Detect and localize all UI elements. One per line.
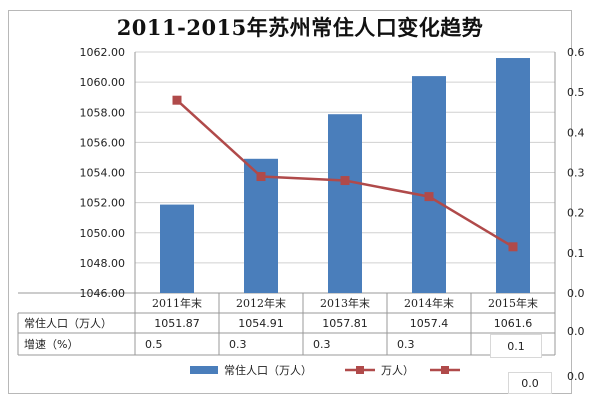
table-cell: 1051.87 xyxy=(154,317,200,330)
y-right-tick-label: 0.6 xyxy=(567,46,585,59)
overlay-patch-2: 0.0 xyxy=(508,372,552,394)
overlay-patch-2-label: 0.0 xyxy=(521,376,539,390)
axes: 1046.00 1048.00 1050.00 1052.00 1054.00 1056.… xyxy=(80,46,585,383)
chart-frame xyxy=(8,10,572,394)
y-left-tick-label: 1058.00 xyxy=(80,106,126,119)
y-left-tick-label: 1052.00 xyxy=(80,197,126,210)
y-right-tick-label: 0.0 xyxy=(567,287,585,300)
y-left-tick-label: 1056.00 xyxy=(80,136,126,149)
table-cell: 0.5 xyxy=(145,338,163,351)
line-point xyxy=(424,192,434,202)
y-left-tick-label: 1060.00 xyxy=(80,76,126,89)
line-point xyxy=(256,172,266,182)
table-cell: 1057.4 xyxy=(410,317,449,330)
y-right-tick-label: 0.5 xyxy=(567,86,585,99)
table-row-header: 增速（%） xyxy=(24,337,78,351)
line-point xyxy=(508,242,518,252)
chart-title: 2011-2015年苏州常住人口变化趋势 xyxy=(116,15,484,40)
bar xyxy=(496,58,530,294)
bar xyxy=(160,204,194,293)
legend-swatch-marker xyxy=(356,366,364,374)
x-category-label: 2013年末 xyxy=(320,296,370,310)
bar xyxy=(328,114,362,293)
y-right-tick-label: 0.2 xyxy=(567,207,585,220)
x-category-label: 2011年末 xyxy=(152,296,202,310)
bar-series xyxy=(160,58,530,294)
overlay-patch-1: 0.1 xyxy=(490,334,542,358)
y-left-tick-label: 1046.00 xyxy=(80,287,126,300)
legend: 常住人口（万人） 万人） xyxy=(190,363,460,377)
line-series xyxy=(172,95,518,252)
table-cell: 0.3 xyxy=(313,338,331,351)
legend-swatch-bar xyxy=(190,366,218,374)
table-cell: 1061.6 xyxy=(494,317,533,330)
bar xyxy=(244,158,278,293)
y-left-tick-label: 1050.00 xyxy=(80,227,126,240)
x-category-label: 2012年末 xyxy=(236,296,286,310)
x-category-label: 2014年末 xyxy=(404,296,454,310)
x-category-label: 2015年末 xyxy=(488,296,538,310)
bar xyxy=(412,76,446,293)
line-point xyxy=(340,176,350,186)
table-cell: 1054.91 xyxy=(238,317,284,330)
y-left-tick-label: 1062.00 xyxy=(80,46,126,59)
table-row-header: 常住人口（万人） xyxy=(24,316,112,330)
y-right-tick-label-extra: 0.0 xyxy=(567,370,585,383)
table-cell: 1057.81 xyxy=(322,317,368,330)
legend-label: 常住人口（万人） xyxy=(224,363,312,377)
legend-label: 万人） xyxy=(381,364,414,377)
y-right-tick-label: 0.3 xyxy=(567,167,585,180)
y-right-tick-label: 0.1 xyxy=(567,247,585,260)
y-left-tick-label: 1048.00 xyxy=(80,257,126,270)
y-left-tick-label: 1054.00 xyxy=(80,167,126,180)
line-point xyxy=(172,95,182,105)
y-right-tick-label: 0.4 xyxy=(567,126,585,139)
table-cell: 0.3 xyxy=(397,338,415,351)
legend-swatch-marker xyxy=(441,366,449,374)
table-cell: 0.3 xyxy=(229,338,247,351)
overlay-patch-1-label: 0.1 xyxy=(507,339,525,353)
y-right-tick-label-extra: 0.0 xyxy=(567,325,585,338)
